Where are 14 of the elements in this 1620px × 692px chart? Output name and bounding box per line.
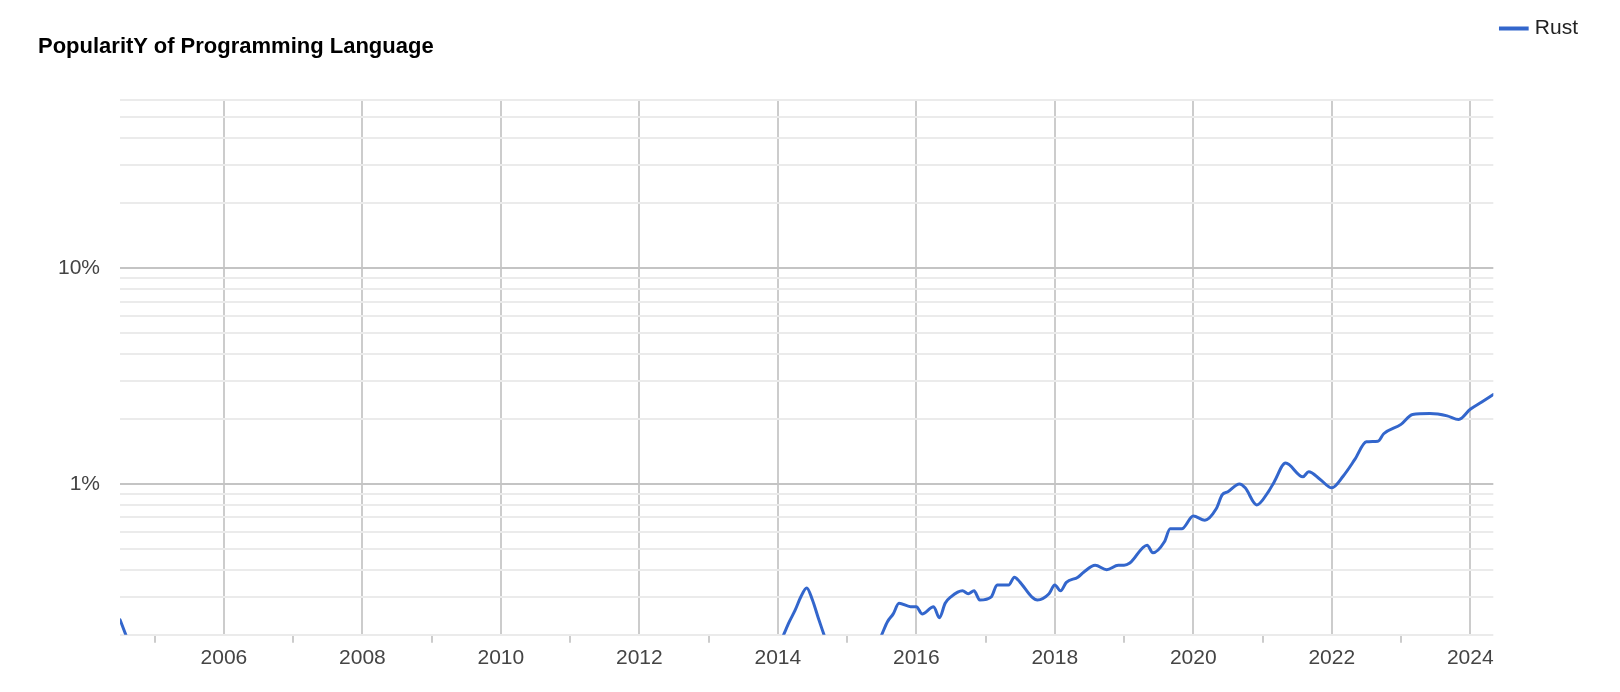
x-tick-label: 2018 [1031,645,1079,669]
x-tick-label: 2024 [1446,645,1494,669]
legend-label: Rust [1534,15,1579,39]
x-tick-label: 2010 [477,645,525,669]
x-tick-label: 2022 [1308,645,1356,669]
x-tick-label: 2016 [892,645,940,669]
y-tick-label: 10% [58,255,101,279]
x-tick-label: 2020 [1169,645,1217,669]
x-tick-label: 2008 [339,645,386,669]
chart-title: PopularitY of Programming Language [38,33,434,59]
x-tick-label: 2006 [200,645,248,669]
x-tick-label: 2014 [754,645,802,669]
x-tick-label: 2012 [615,645,663,669]
y-tick-label: 1% [69,470,101,494]
